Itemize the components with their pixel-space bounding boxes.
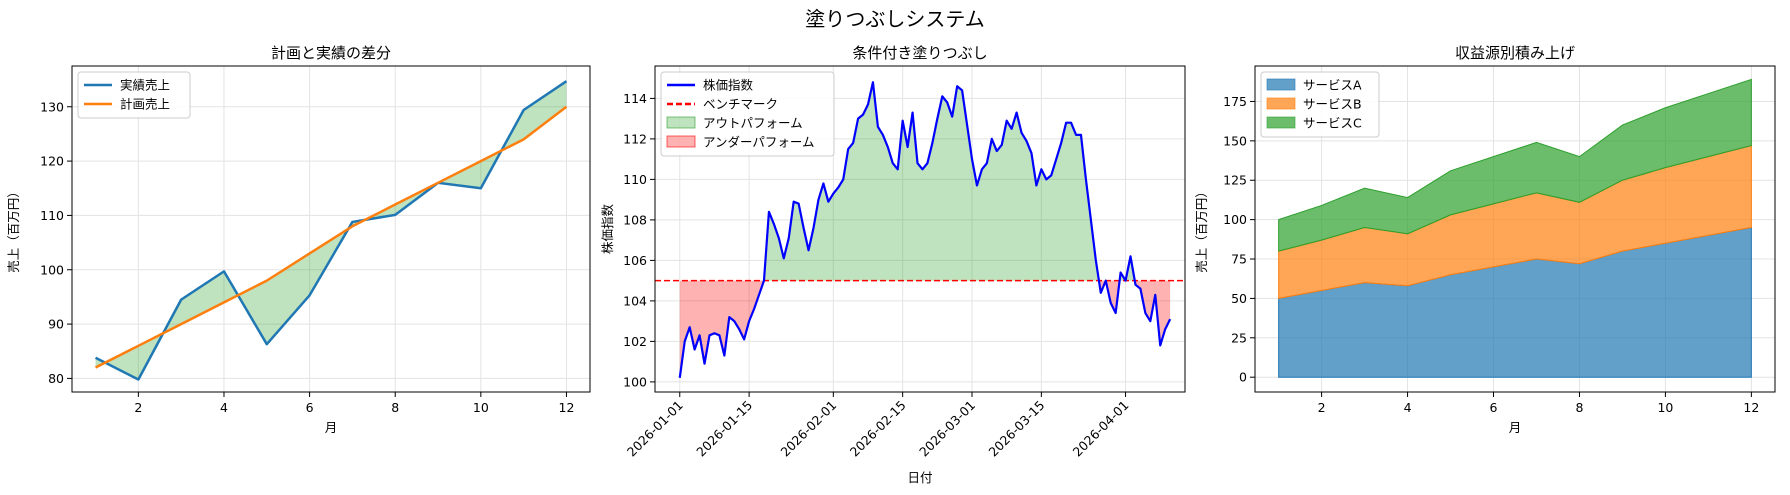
chart-conditional-fill: 条件付き塗りつぶし 100 102 104 106 108 110 112 114 株価指数 202… [600,44,1186,485]
legend-swatch-patch [666,116,696,129]
x-tick-label: 2026-01-01 [624,398,686,460]
chart-plan-vs-actual: 計画と実績の差分 80 90 100 110 120 130 売上（百万円） 2 4 6 8 10 12 月… [6,44,591,435]
legend-label: 実績売上 [120,78,170,93]
y-tick-label: 108 [623,212,647,227]
y-tick-label: 75 [1231,252,1247,267]
x-tick-label: 4 [1404,400,1412,415]
legend-swatch-patch [1266,78,1296,91]
plot-frame [71,65,591,393]
outperform-fill [763,82,1135,281]
y-tick-label: 106 [623,253,647,268]
series-line-plan [94,105,568,369]
y-tick-label: 110 [623,172,647,187]
x-tick-label: 2026-02-15 [847,398,909,460]
y-axis-label: 売上（百万円） [1194,185,1209,273]
y-axis-label: 売上（百万円） [6,185,21,273]
y-tick-label: 150 [1223,133,1247,148]
x-axis-label: 月 [325,420,338,435]
legend-swatch-patch [666,135,696,148]
x-tick-label: 10 [473,400,489,415]
plot-frame [654,65,1186,393]
chart-title: 計画と実績の差分 [271,44,391,62]
area-service-c [1278,78,1752,252]
chart-title: 収益源別積み上げ [1455,44,1575,62]
legend-swatch-patch [1266,116,1296,129]
x-tick-label: 4 [220,400,228,415]
y-tick-label: 104 [623,293,647,308]
legend-box [660,71,835,157]
y-tick-label: 25 [1231,330,1247,345]
series-line-actual [94,80,568,381]
x-tick-label: 2026-04-01 [1070,398,1132,460]
legend-label: 株価指数 [703,78,754,93]
y-tick-label: 90 [48,317,64,332]
legend-label: サービスC [1303,116,1362,131]
legend-label: アウトパフォーム [703,116,803,131]
difference-fill [95,81,567,380]
y-tick-label: 100 [1223,212,1247,227]
plot-frame [1254,65,1776,393]
x-tick-label: 2 [134,400,142,415]
series-line-stock-index [678,81,1172,378]
chart-stacked-revenue: 収益源別積み上げ 0 25 50 75 100 125 150 175 売上（百万円） 2 4 6 8 10… [1194,44,1776,435]
y-tick-label: 102 [623,334,647,349]
y-tick-label: 110 [40,208,64,223]
x-axis-label: 月 [1509,420,1522,435]
y-tick-label: 114 [623,91,647,106]
y-tick-label: 175 [1223,94,1247,109]
x-tick-label: 8 [1575,400,1583,415]
x-tick-label: 6 [1490,400,1498,415]
underperform-fill [679,280,1171,378]
x-tick-label: 6 [306,400,314,415]
y-tick-label: 112 [623,131,647,146]
x-tick-label: 10 [1657,400,1673,415]
x-tick-label: 2 [1318,400,1326,415]
x-tick-label: 2026-03-01 [916,398,978,460]
x-axis-label: 日付 [907,470,932,485]
y-tick-label: 100 [623,374,647,389]
legend-label: ベンチマーク [703,97,778,112]
x-tick-label: 2026-02-01 [777,398,839,460]
y-tick-label: 0 [1239,370,1247,385]
legend-label: 計画売上 [120,97,170,112]
y-axis-label: 株価指数 [600,204,615,255]
y-tick-label: 80 [48,371,64,386]
chart-title: 条件付き塗りつぶし [852,44,987,62]
y-tick-label: 50 [1231,291,1247,306]
x-tick-label: 8 [391,400,399,415]
legend-label: サービスA [1303,78,1362,93]
legend-label: サービスB [1303,97,1362,112]
legend-label: アンダーパフォーム [703,135,815,150]
x-tick-label: 2026-03-15 [985,398,1047,460]
legend-swatch-patch [1266,97,1296,110]
y-tick-label: 100 [40,262,64,277]
x-tick-label: 12 [559,400,575,415]
x-tick-label: 2026-01-15 [693,398,755,460]
legend-box [77,71,191,119]
figure-suptitle: 塗りつぶしシステム [805,7,985,31]
y-tick-label: 120 [40,154,64,169]
y-tick-label: 125 [1223,173,1247,188]
x-tick-label: 12 [1743,400,1759,415]
y-tick-label: 130 [40,99,64,114]
